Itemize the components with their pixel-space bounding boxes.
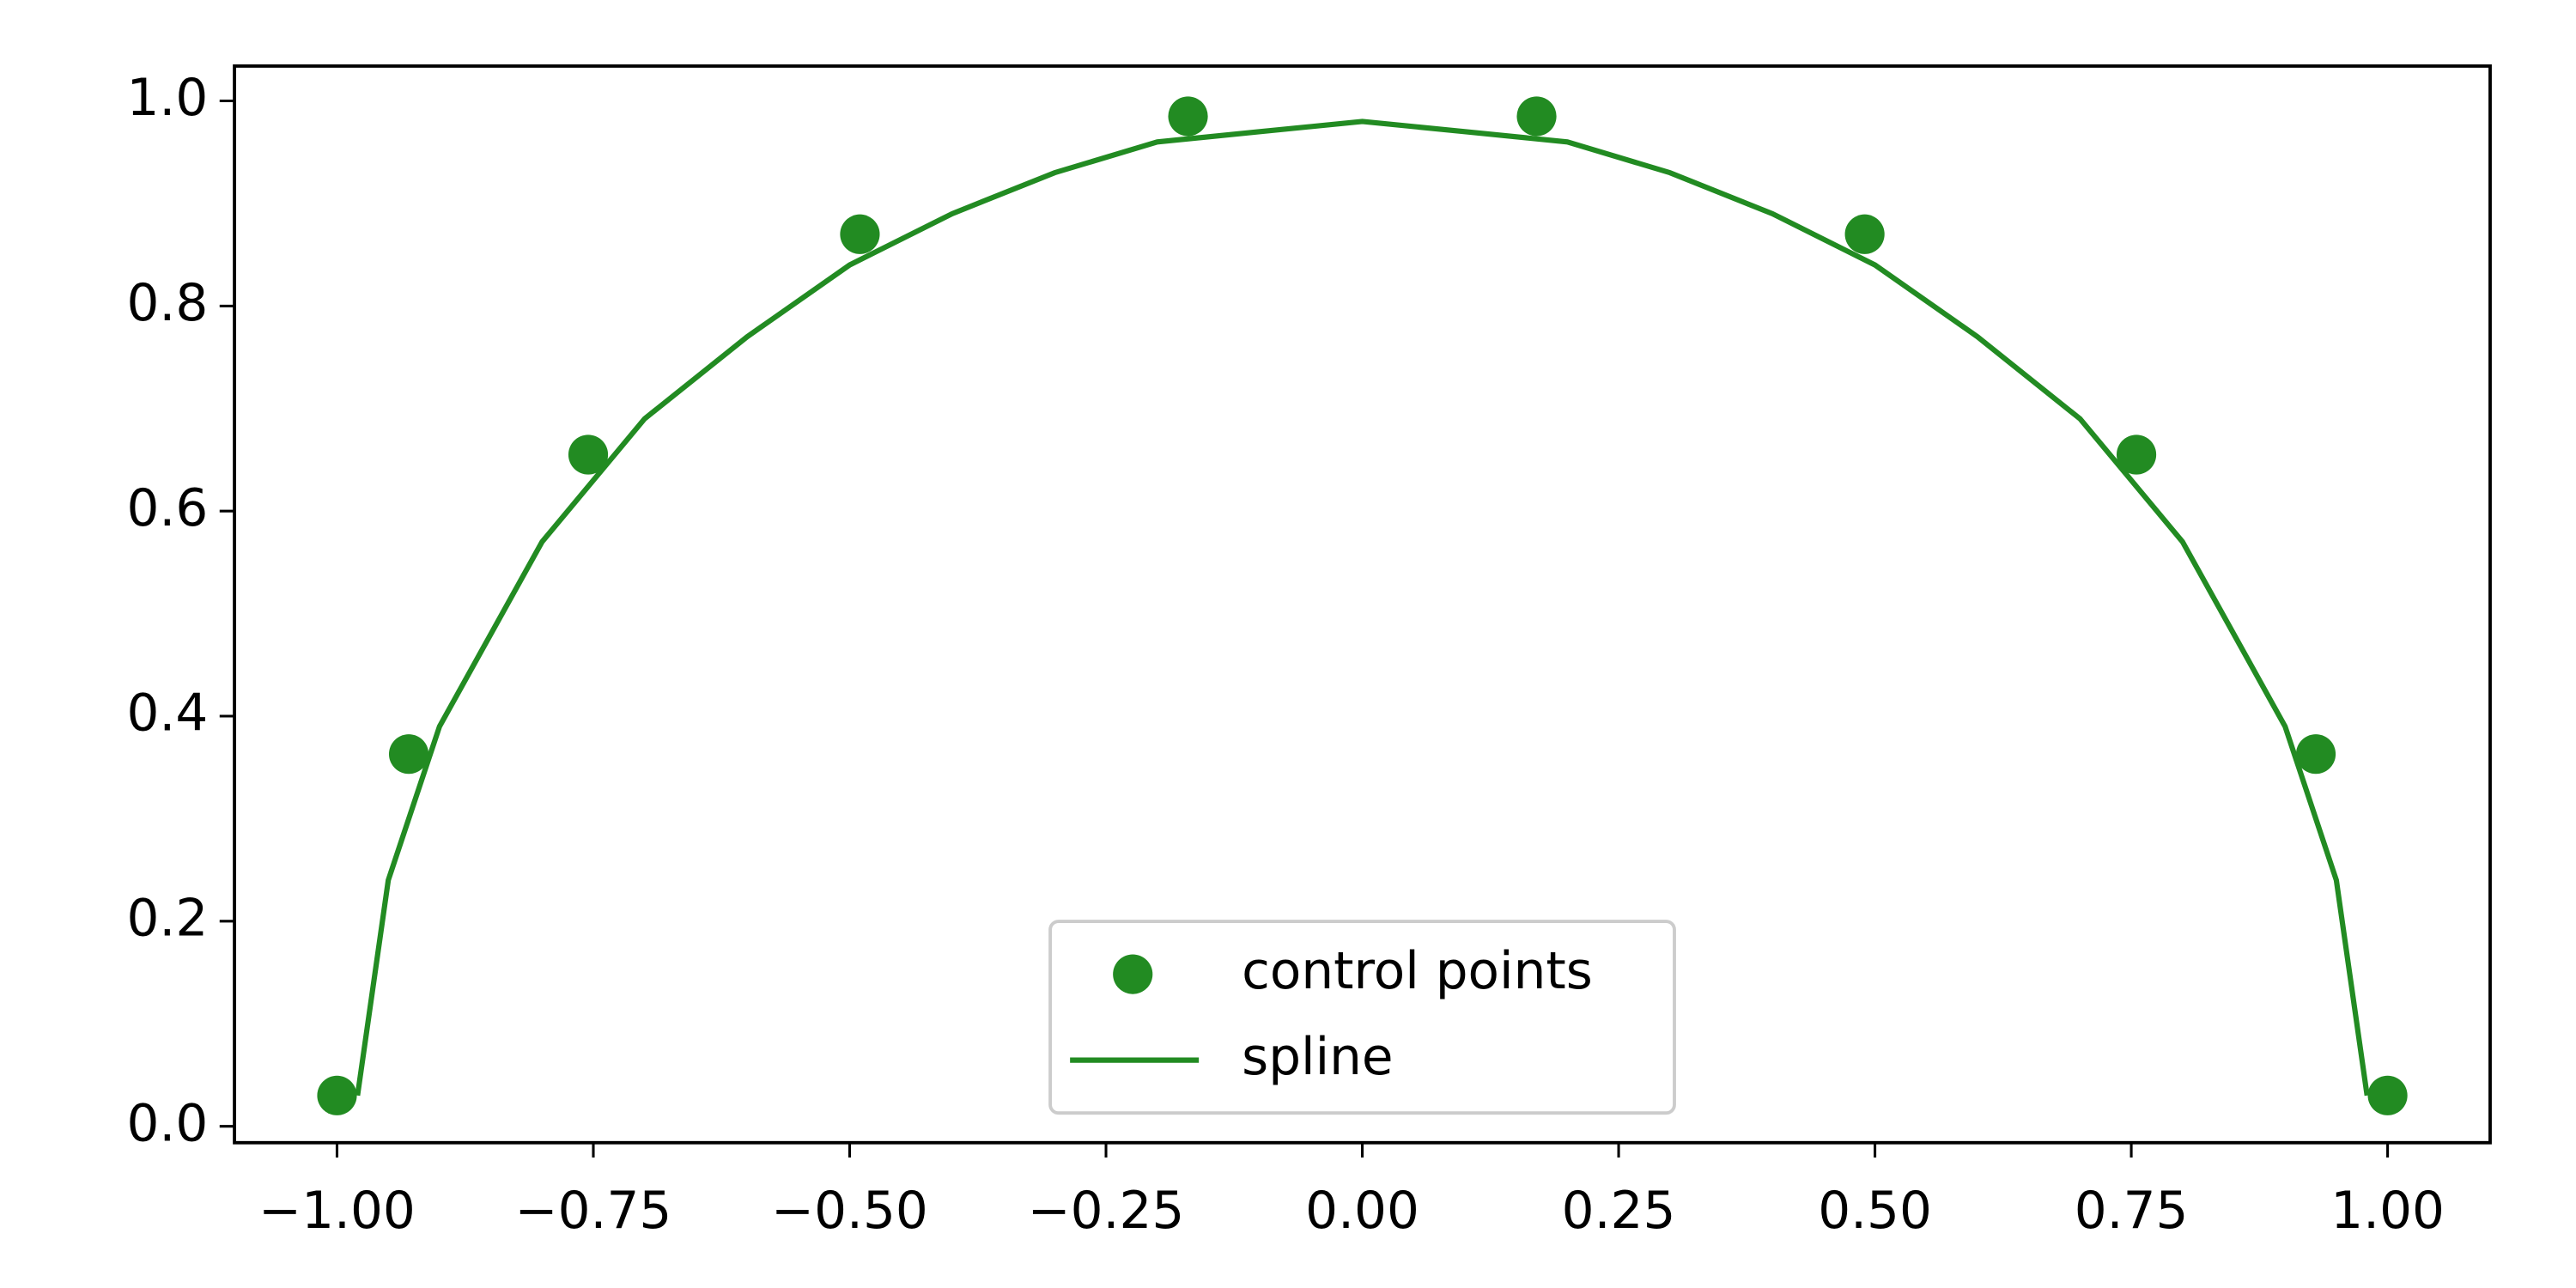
legend-label: spline [1242, 1028, 1393, 1087]
control-point [2116, 434, 2157, 475]
x-tick-label: −0.25 [1028, 1182, 1185, 1241]
control-point [388, 734, 429, 775]
control-point [1168, 96, 1208, 137]
legend-label: control points [1242, 942, 1593, 1001]
control-point [1516, 96, 1557, 137]
legend [1048, 920, 1676, 1115]
x-tick-label: 0.00 [1305, 1182, 1419, 1241]
spline-line [355, 118, 2370, 1097]
y-tick-label: 0.8 [126, 274, 208, 333]
x-tick-label: −0.75 [515, 1182, 672, 1241]
y-tick-label: 0.0 [126, 1094, 208, 1153]
control-point [568, 434, 609, 475]
y-tick-label: 0.2 [126, 889, 208, 948]
legend-marker [1113, 954, 1153, 994]
x-tick-label: 0.75 [2075, 1182, 2189, 1241]
x-tick-label: −0.50 [771, 1182, 928, 1241]
plot-area [355, 118, 2370, 1097]
y-tick-label: 1.0 [126, 69, 208, 128]
x-tick-label: 1.00 [2330, 1182, 2445, 1241]
control-point [840, 214, 880, 254]
y-tick-label: 0.6 [126, 479, 208, 538]
control-point [1844, 214, 1885, 254]
control-point [2367, 1075, 2408, 1115]
control-point [317, 1075, 357, 1115]
axes-frame [233, 64, 2492, 1145]
x-tick-label: 0.50 [1818, 1182, 1932, 1241]
x-tick-label: −1.00 [258, 1182, 416, 1241]
control-point [2295, 734, 2336, 775]
y-tick-label: 0.4 [126, 684, 208, 744]
x-tick-label: 0.25 [1562, 1182, 1676, 1241]
